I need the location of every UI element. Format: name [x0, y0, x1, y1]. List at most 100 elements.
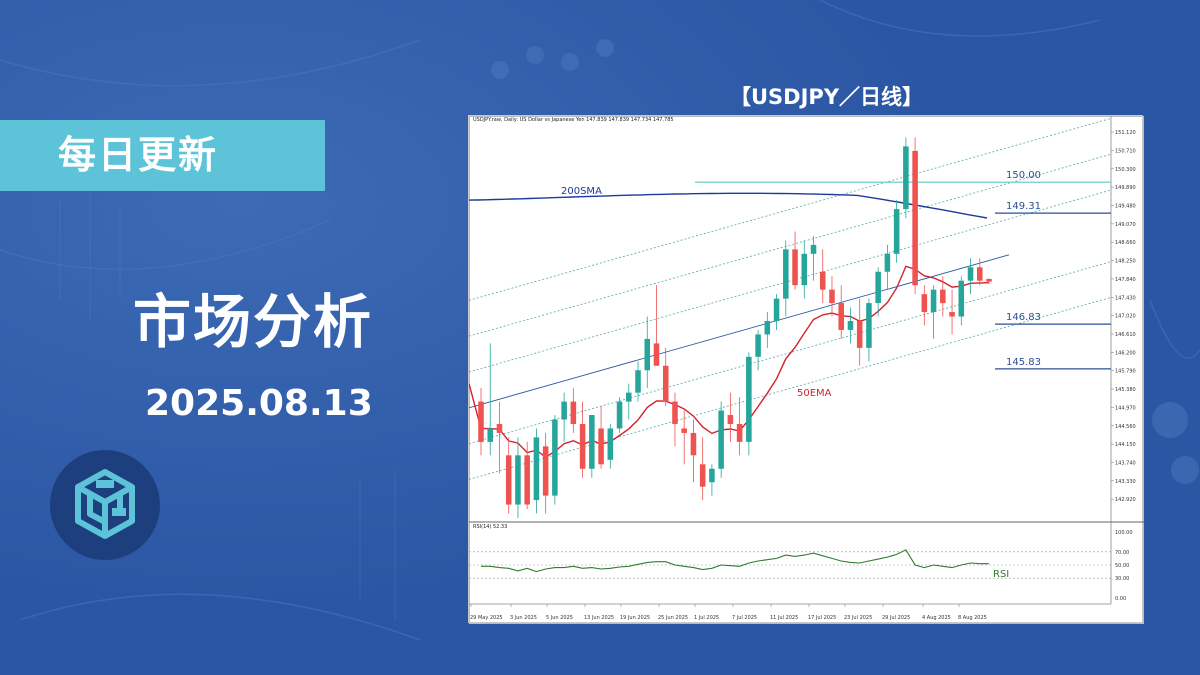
time-tick-label: 23 Jul 2025 — [844, 615, 872, 621]
candle-body-bull — [561, 401, 567, 420]
ema50-label: 50EMA — [797, 388, 832, 399]
channel-line-0 — [469, 297, 1112, 480]
time-tick-label: 4 Aug 2025 — [922, 615, 951, 621]
candle-body-bear — [579, 423, 586, 469]
candle-body-bear — [524, 455, 530, 505]
level-label-145-83: 145.83 — [1006, 357, 1041, 368]
candle-body-bear — [662, 365, 669, 402]
price-tick-label: 143.740 — [1115, 460, 1136, 466]
time-tick-label: 7 Jul 2025 — [732, 615, 757, 621]
candle-body-bull — [967, 267, 974, 281]
candle-body-bear — [672, 401, 678, 424]
candle-body-bear — [986, 278, 992, 282]
candle-body-bull — [875, 271, 881, 304]
candle-body-bear — [912, 150, 918, 286]
rsi-tick-label: 0.00 — [1115, 596, 1126, 602]
time-tick-label: 19 Jun 2025 — [620, 615, 650, 621]
candle-body-bear — [792, 249, 798, 286]
candle-body-bull — [903, 146, 909, 210]
time-tick-label: 29 Jul 2025 — [882, 615, 910, 621]
candle-body-bull — [533, 437, 540, 501]
price-chart-panel: 151.120 150.710 150.300 149.890 149.480 149.0… — [468, 115, 1144, 624]
regression-mid-line — [469, 254, 1010, 409]
price-tick-label: 146.610 — [1115, 332, 1136, 338]
channel-line-3 — [469, 153, 1112, 337]
price-tick-label: 148.250 — [1115, 259, 1136, 265]
candle-body-bull — [930, 289, 937, 313]
price-tick-label: 149.890 — [1115, 185, 1136, 191]
level-label-149-31: 149.31 — [1006, 201, 1041, 212]
rsi-label: RSI — [993, 569, 1009, 580]
candle-body-bull — [709, 468, 715, 483]
level-label-146-83: 146.83 — [1006, 312, 1041, 323]
price-tick-label: 147.020 — [1115, 314, 1136, 320]
price-tick-label: 142.920 — [1115, 497, 1136, 503]
candle-body-bear — [690, 432, 697, 456]
time-tick-label: 3 Jun 2025 — [510, 615, 537, 621]
candle-body-bear — [736, 423, 743, 442]
chart-symbol-header: USDJPY.raw, Daily: US Dollar vs Japanese… — [473, 117, 674, 123]
level-label-150-00: 150.00 — [1006, 170, 1041, 181]
price-tick-label: 146.200 — [1115, 350, 1136, 356]
price-tick-label: 145.380 — [1115, 387, 1136, 393]
candle-body-bull — [773, 298, 780, 321]
time-tick-label: 8 Aug 2025 — [958, 615, 987, 621]
price-tick-label: 149.480 — [1115, 203, 1136, 209]
rsi-line — [481, 549, 989, 573]
candle-body-bear — [681, 428, 687, 433]
candle-body-bull — [626, 392, 632, 402]
cube-logo-icon — [75, 469, 135, 539]
price-tick-label: 147.430 — [1115, 295, 1136, 301]
brand-logo — [50, 450, 160, 560]
channel-line-4 — [469, 117, 1112, 301]
candle-body-bull — [607, 428, 614, 460]
candle-body-bear — [598, 428, 604, 465]
candle-body-bull — [884, 253, 891, 272]
candle-body-bear — [838, 303, 844, 330]
time-tick-label: 25 Jun 2025 — [658, 615, 688, 621]
daily-update-banner: 每日更新 — [0, 120, 325, 191]
report-date: 2025.08.13 — [145, 383, 373, 424]
ema50-line — [469, 265, 990, 459]
sma200-label: 200SMA — [561, 186, 602, 197]
candle-body-bull — [958, 280, 965, 317]
rsi-tick-label: 30.00 — [1115, 576, 1129, 582]
price-tick-label: 143.330 — [1115, 479, 1136, 485]
price-tick-label: 144.970 — [1115, 405, 1136, 411]
chart-heading: 【USDJPY／日线】 — [730, 85, 924, 109]
candle-body-bear — [856, 321, 863, 348]
time-tick-label: 11 Jul 2025 — [770, 615, 798, 621]
page-title: 市场分析 — [133, 288, 374, 356]
candle-body-bull — [718, 410, 724, 469]
candle-body-bull — [515, 455, 521, 505]
price-tick-label: 147.840 — [1115, 277, 1136, 283]
candle-body-bear — [819, 271, 826, 290]
candle-body-bull — [755, 334, 761, 357]
candle-body-bull — [783, 249, 789, 299]
time-tick-label: 29 May 2025 — [470, 615, 503, 621]
candle-body-bull — [847, 321, 854, 330]
rsi-tick-label: 70.00 — [1115, 550, 1129, 556]
candle-body-bull — [552, 419, 558, 496]
candle-body-bull — [589, 415, 595, 469]
time-tick-label: 5 Jun 2025 — [546, 615, 573, 621]
candle-body-bull — [866, 303, 872, 348]
price-tick-label: 149.070 — [1115, 222, 1136, 228]
sma200-line — [469, 192, 988, 219]
price-tick-label: 144.150 — [1115, 442, 1136, 448]
candle-body-bear — [727, 415, 734, 424]
candle-body-bear — [976, 267, 983, 281]
candle-body-bull — [801, 253, 808, 286]
candle-body-bear — [505, 455, 512, 505]
time-tick-label: 1 Jul 2025 — [694, 615, 719, 621]
candle-body-bull — [764, 321, 771, 335]
candle-body-bear — [699, 464, 706, 487]
chart-border — [469, 116, 1144, 624]
candle-body-bull — [746, 356, 752, 442]
channel-line-2 — [469, 189, 1112, 373]
time-tick-label: 13 Jun 2025 — [584, 615, 614, 621]
candle-body-bull — [487, 428, 494, 442]
price-tick-label: 150.300 — [1115, 167, 1136, 173]
candle-body-bear — [653, 343, 660, 366]
rsi-tick-label: 100.00 — [1115, 530, 1133, 536]
